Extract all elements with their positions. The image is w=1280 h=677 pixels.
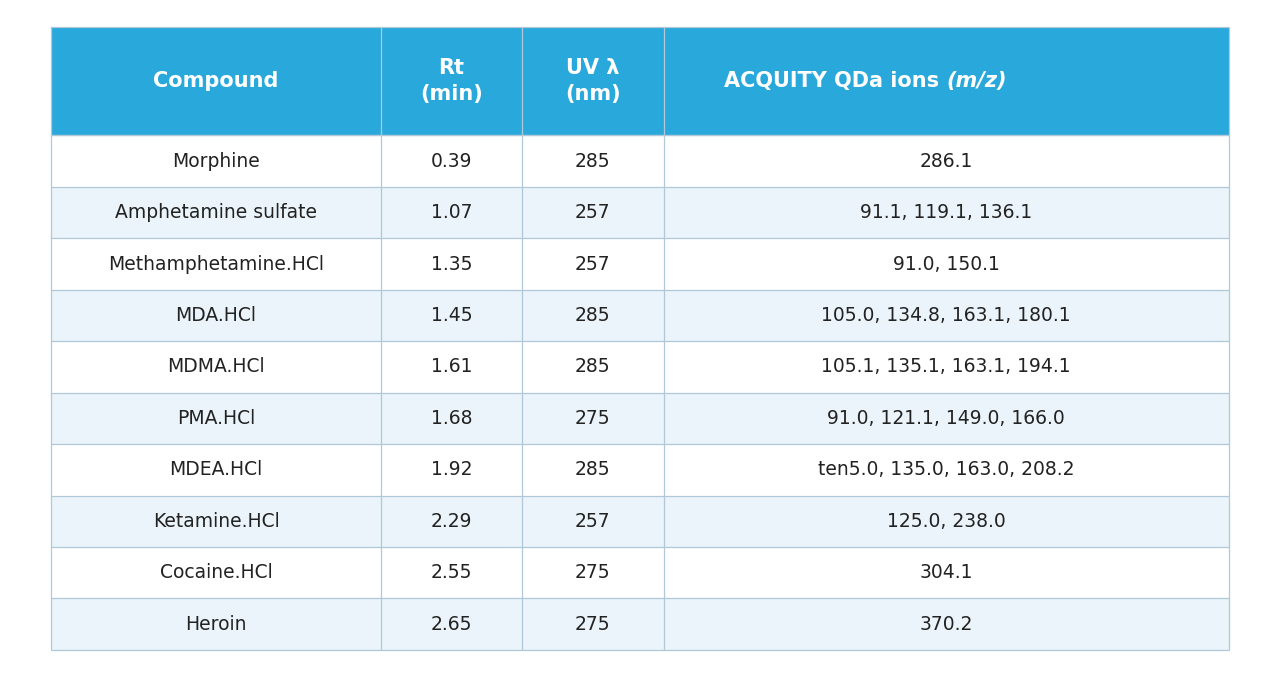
Bar	[51, 238, 1229, 290]
Text: 275: 275	[575, 563, 611, 582]
Bar	[51, 393, 1229, 444]
Text: 285: 285	[575, 306, 611, 325]
Text: 105.1, 135.1, 163.1, 194.1: 105.1, 135.1, 163.1, 194.1	[822, 357, 1071, 376]
Bar	[51, 444, 1229, 496]
Text: 286.1: 286.1	[919, 152, 973, 171]
Text: Heroin: Heroin	[186, 615, 247, 634]
Text: 370.2: 370.2	[919, 615, 973, 634]
Text: 1.61: 1.61	[431, 357, 472, 376]
Text: 285: 285	[575, 152, 611, 171]
Text: 2.55: 2.55	[431, 563, 472, 582]
Text: 2.65: 2.65	[431, 615, 472, 634]
Text: Rt
(min): Rt (min)	[420, 58, 483, 104]
Text: 91.1, 119.1, 136.1: 91.1, 119.1, 136.1	[860, 203, 1032, 222]
Text: 275: 275	[575, 615, 611, 634]
Text: 275: 275	[575, 409, 611, 428]
Text: ten5.0, 135.0, 163.0, 208.2: ten5.0, 135.0, 163.0, 208.2	[818, 460, 1074, 479]
Text: ACQUITY QDa ions (m/z): ACQUITY QDa ions (m/z)	[805, 71, 1088, 91]
Text: PMA.HCl: PMA.HCl	[177, 409, 255, 428]
Bar	[51, 27, 1229, 135]
Text: MDA.HCl: MDA.HCl	[175, 306, 256, 325]
Text: 257: 257	[575, 203, 611, 222]
Text: 2.29: 2.29	[431, 512, 472, 531]
Text: 257: 257	[575, 255, 611, 274]
Text: 285: 285	[575, 460, 611, 479]
Text: MDEA.HCl: MDEA.HCl	[169, 460, 262, 479]
Bar	[51, 598, 1229, 650]
Text: 1.45: 1.45	[431, 306, 472, 325]
Text: 1.35: 1.35	[431, 255, 472, 274]
Text: Methamphetamine.HCl: Methamphetamine.HCl	[108, 255, 324, 274]
Text: 257: 257	[575, 512, 611, 531]
Bar	[51, 135, 1229, 187]
Text: Amphetamine sulfate: Amphetamine sulfate	[115, 203, 317, 222]
Bar	[51, 547, 1229, 598]
Text: 105.0, 134.8, 163.1, 180.1: 105.0, 134.8, 163.1, 180.1	[822, 306, 1071, 325]
Text: ACQUITY QDa ions: ACQUITY QDa ions	[723, 71, 946, 91]
Bar	[51, 496, 1229, 547]
Text: Morphine: Morphine	[173, 152, 260, 171]
Text: 1.07: 1.07	[431, 203, 472, 222]
Bar	[51, 341, 1229, 393]
Text: (m/z): (m/z)	[946, 71, 1006, 91]
Text: Cocaine.HCl: Cocaine.HCl	[160, 563, 273, 582]
Bar	[51, 290, 1229, 341]
Text: 1.92: 1.92	[431, 460, 472, 479]
Bar	[51, 187, 1229, 238]
Text: Ketamine.HCl: Ketamine.HCl	[152, 512, 279, 531]
Text: MDMA.HCl: MDMA.HCl	[168, 357, 265, 376]
Text: 91.0, 150.1: 91.0, 150.1	[892, 255, 1000, 274]
Text: Compound: Compound	[154, 71, 279, 91]
Text: 125.0, 238.0: 125.0, 238.0	[887, 512, 1006, 531]
Text: UV λ
(nm): UV λ (nm)	[564, 58, 621, 104]
Text: 285: 285	[575, 357, 611, 376]
Text: 1.68: 1.68	[431, 409, 472, 428]
Text: 0.39: 0.39	[431, 152, 472, 171]
Text: 304.1: 304.1	[919, 563, 973, 582]
Text: 91.0, 121.1, 149.0, 166.0: 91.0, 121.1, 149.0, 166.0	[827, 409, 1065, 428]
